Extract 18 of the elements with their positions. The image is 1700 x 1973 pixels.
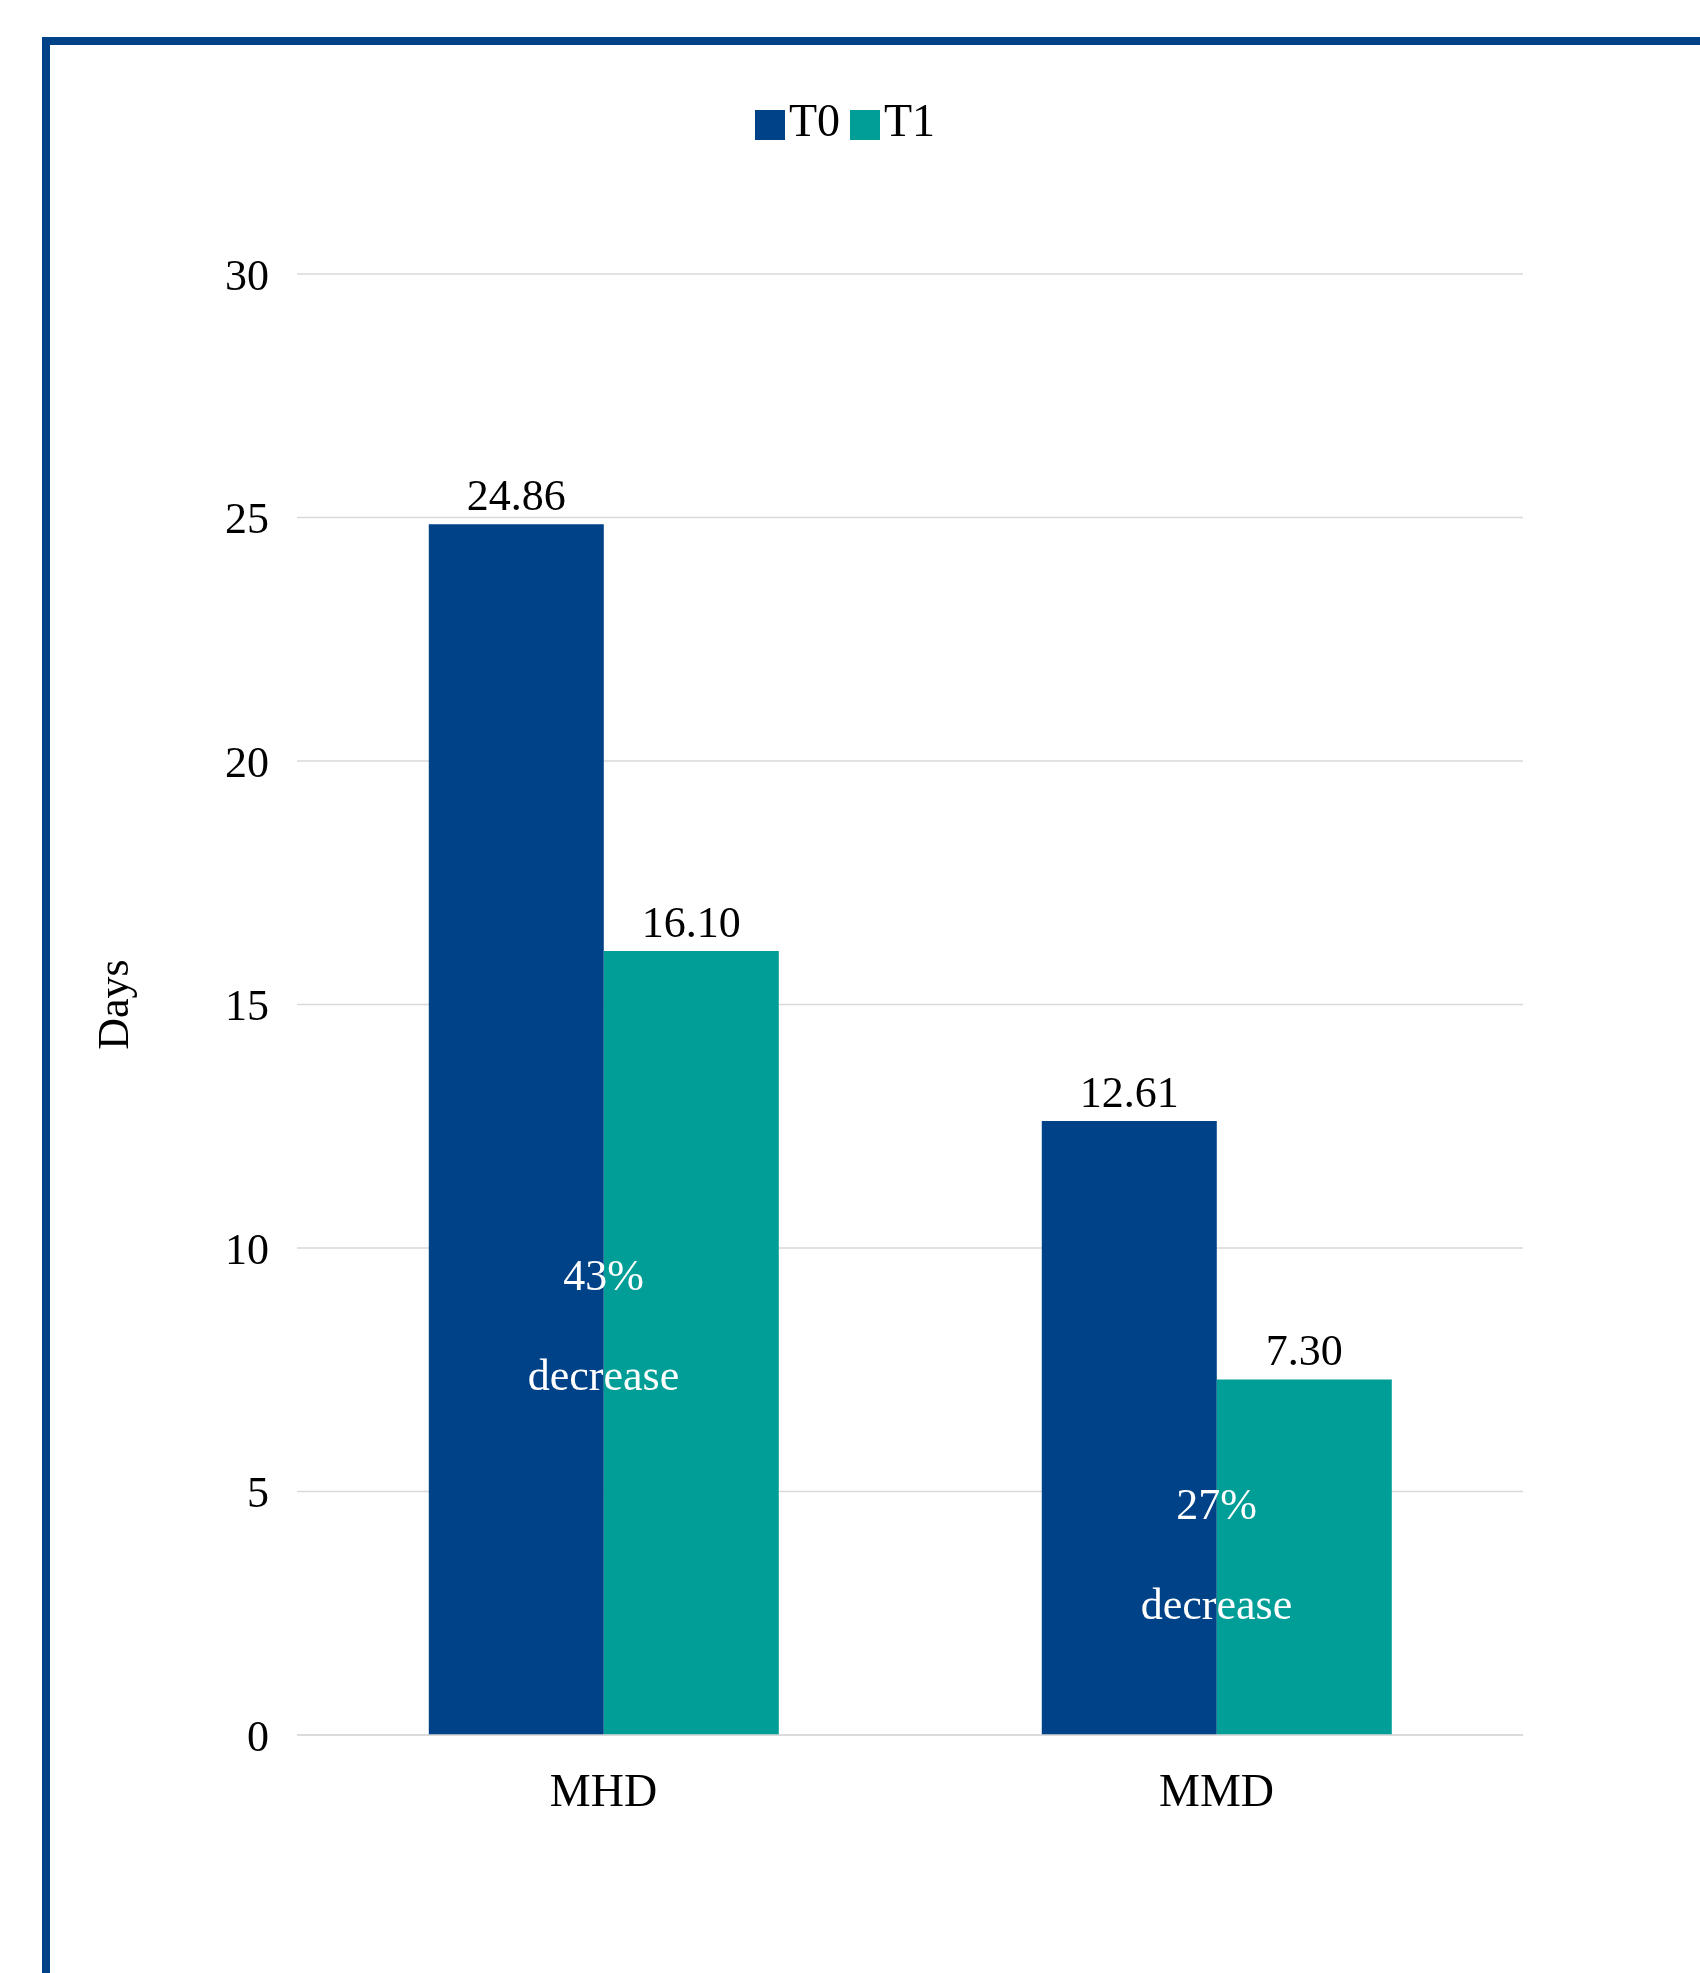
- y-tick-label: 10: [225, 1224, 269, 1274]
- y-tick-label: 20: [225, 737, 269, 787]
- legend-label: T0: [788, 95, 840, 146]
- y-tick-label: 0: [247, 1711, 269, 1761]
- data-label: 24.86: [466, 471, 566, 521]
- y-axis-title: Days: [88, 959, 138, 1050]
- x-tick-label: MHD: [549, 1764, 658, 1816]
- data-label: 16.10: [641, 897, 741, 947]
- data-label: 12.61: [1079, 1067, 1179, 1117]
- legend-label: T1: [884, 95, 936, 146]
- data-label: 7.30: [1265, 1326, 1343, 1376]
- y-tick-label: 30: [225, 250, 269, 300]
- annotation: 43% decrease: [527, 1250, 680, 1400]
- y-tick-label: 5: [247, 1468, 269, 1518]
- y-tick-label: 15: [225, 981, 269, 1031]
- x-tick-label: MMD: [1158, 1764, 1275, 1816]
- annotation: 27% decrease: [1140, 1479, 1293, 1629]
- y-tick-label: 25: [225, 494, 269, 544]
